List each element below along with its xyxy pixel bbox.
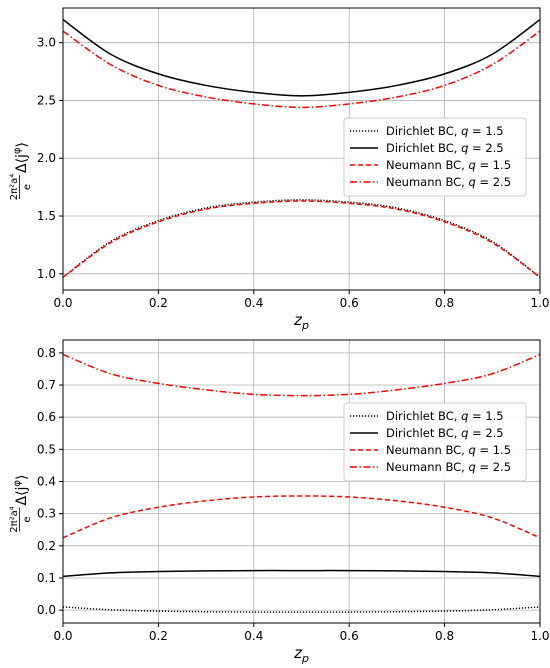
series-line-3 [63, 200, 540, 278]
y-tick-label: 1.5 [37, 209, 56, 223]
series-group [63, 18, 540, 278]
legend-label-1: Dirichlet BC, q = 1.5 [386, 409, 504, 423]
y-label-quantity: Δ⟨jφ⟩ [12, 474, 30, 505]
y-tick-label: 0.1 [37, 571, 56, 585]
y-tick-label: 1.0 [37, 267, 56, 281]
x-axis-label: zp [293, 311, 309, 332]
y-tick-label: 0.2 [37, 539, 56, 553]
series-group [63, 353, 540, 613]
y-label-numerator: 2π²a⁴ [9, 174, 20, 201]
plot-frame [62, 7, 541, 291]
legend-label-2: Dirichlet BC, q = 2.5 [386, 141, 504, 155]
x-tick-label: 1.0 [530, 296, 549, 310]
legend: Dirichlet BC, q = 1.5 Dirichlet BC, q = 2… [343, 402, 527, 482]
legend: Dirichlet BC, q = 1.5 Dirichlet BC, q = 2… [343, 117, 527, 197]
series-line-4 [63, 353, 540, 397]
x-tick-label: 0.0 [53, 629, 72, 643]
y-tick-label: 0.0 [37, 603, 56, 617]
legend-label-3: Neumann BC, q = 1.5 [386, 443, 511, 457]
y-label-numerator: 2π²a⁴ [9, 506, 20, 533]
x-tick-label: 0.2 [149, 296, 168, 310]
legend-label-3: Neumann BC, q = 1.5 [386, 158, 511, 172]
y-tick-label: 0.6 [37, 410, 56, 424]
y-tick-label: 3.0 [37, 36, 56, 50]
legend-box [343, 117, 527, 197]
series-line-1 [63, 606, 540, 613]
y-tick-label: 0.5 [37, 442, 56, 456]
x-tick-label: 0.8 [435, 296, 454, 310]
x-tick-label: 0.4 [244, 629, 263, 643]
series-line-2 [63, 569, 540, 578]
chart-panel-2: 0.0 0.2 0.4 0.6 0.8 1.0 0.0 0.1 0.2 0.3 0.4 0.5 0.6 0… [9, 339, 550, 665]
legend-label-4: Neumann BC, q = 2.5 [386, 460, 511, 474]
series-line-1 [63, 199, 540, 278]
legend-label-1: Dirichlet BC, q = 1.5 [386, 124, 504, 138]
y-axis-label: 2π²a⁴ e Δ⟨jφ⟩ [9, 474, 33, 532]
y-tick-label: 2.0 [37, 151, 56, 165]
x-tick-label: 0.2 [149, 629, 168, 643]
x-tick-label: 0.0 [53, 296, 72, 310]
y-label-quantity: Δ⟨jφ⟩ [12, 142, 30, 173]
y-label-denominator: e [22, 184, 33, 190]
y-tick-label: 2.5 [37, 93, 56, 107]
x-tick-label: 0.8 [435, 629, 454, 643]
y-label-denominator: e [22, 516, 33, 522]
series-line-4 [63, 30, 540, 109]
series-line-3 [63, 495, 540, 539]
y-tick-label: 0.3 [37, 507, 56, 521]
legend-label-2: Dirichlet BC, q = 2.5 [386, 426, 504, 440]
x-tick-label: 0.4 [244, 296, 263, 310]
y-tick-label: 0.7 [37, 378, 56, 392]
x-tick-label: 0.6 [340, 296, 359, 310]
x-axis-label: zp [293, 644, 309, 665]
x-tick-label: 0.6 [340, 629, 359, 643]
y-tick-label: 0.8 [37, 346, 56, 360]
x-tick-label: 1.0 [530, 629, 549, 643]
series-line-2 [63, 18, 540, 97]
legend-box [343, 402, 527, 482]
y-axis-label: 2π²a⁴ e Δ⟨jφ⟩ [9, 142, 33, 200]
y-tick-label: 0.4 [37, 475, 56, 489]
legend-label-4: Neumann BC, q = 2.5 [386, 175, 511, 189]
chart-panel-1: 0.0 0.2 0.4 0.6 0.8 1.0 1.0 1.5 2.0 2.5 3.0 zp 2π²a⁴… [9, 7, 550, 332]
